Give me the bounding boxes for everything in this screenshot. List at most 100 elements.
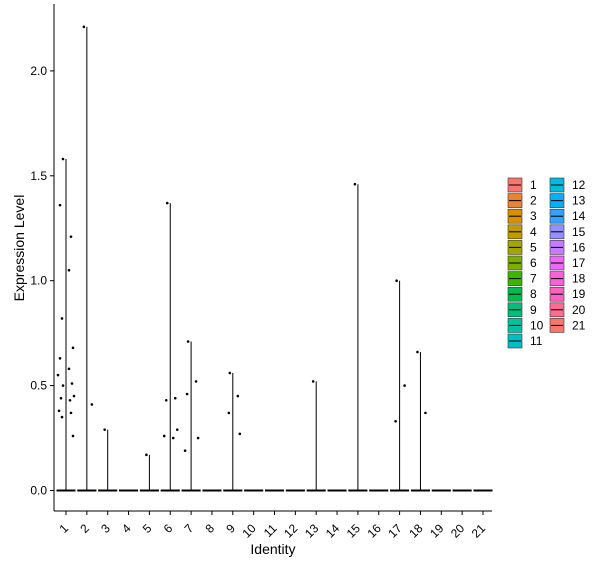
data-point bbox=[164, 398, 168, 402]
violin-3 bbox=[98, 429, 118, 492]
violin-16 bbox=[369, 489, 389, 492]
legend-item-17: 17 bbox=[549, 255, 586, 271]
data-point bbox=[236, 394, 240, 398]
legend-label: 9 bbox=[530, 303, 537, 317]
violin-21 bbox=[473, 489, 493, 492]
legend-label: 7 bbox=[530, 272, 537, 286]
data-point bbox=[71, 346, 75, 350]
data-point bbox=[70, 382, 74, 385]
legend-label: 11 bbox=[530, 334, 543, 348]
violin-8 bbox=[202, 489, 222, 492]
x-tick-label: 4 bbox=[119, 521, 134, 536]
legend-label: 12 bbox=[572, 178, 586, 192]
legend-label: 10 bbox=[530, 318, 544, 332]
legend-label: 17 bbox=[572, 256, 586, 270]
legend-label: 3 bbox=[530, 209, 537, 223]
data-point bbox=[67, 367, 71, 371]
data-point bbox=[196, 436, 200, 440]
legend-item-4: 4 bbox=[507, 224, 537, 240]
violin-17 bbox=[390, 280, 410, 492]
x-tick-label: 20 bbox=[448, 521, 468, 541]
x-tick-label: 7 bbox=[182, 521, 197, 536]
x-tick-label: 13 bbox=[302, 521, 322, 541]
legend-label: 6 bbox=[530, 256, 537, 270]
data-point bbox=[394, 419, 397, 423]
data-point bbox=[61, 384, 65, 387]
data-point bbox=[228, 371, 232, 375]
y-ticks: 0.0 0.5 1.0 1.5 2.0 bbox=[30, 64, 54, 498]
data-point bbox=[173, 396, 177, 400]
legend-label: 13 bbox=[572, 194, 586, 208]
legend-item-15: 15 bbox=[549, 224, 586, 240]
legend-label: 1 bbox=[530, 178, 537, 192]
data-point bbox=[67, 268, 71, 272]
data-point bbox=[311, 380, 315, 383]
legend-item-2: 2 bbox=[507, 193, 537, 208]
data-point bbox=[171, 436, 175, 440]
legend-label: 8 bbox=[530, 287, 537, 301]
x-tick-label: 9 bbox=[223, 521, 238, 536]
data-point bbox=[57, 409, 61, 413]
violin-7 bbox=[181, 341, 201, 492]
legend-item-21: 21 bbox=[549, 318, 586, 333]
legend-item-8: 8 bbox=[507, 286, 537, 302]
data-point bbox=[56, 373, 60, 377]
y-tick-label: 1.5 bbox=[30, 169, 47, 183]
legend-label: 21 bbox=[572, 318, 586, 332]
x-tick-label: 14 bbox=[323, 521, 343, 541]
x-tick-label: 10 bbox=[239, 521, 259, 541]
x-tick-label: 21 bbox=[469, 521, 489, 541]
y-tick-label: 0.0 bbox=[30, 484, 47, 498]
violins-layer bbox=[56, 26, 493, 492]
data-point bbox=[72, 394, 76, 398]
legend-item-20: 20 bbox=[549, 302, 586, 318]
x-tick-label: 18 bbox=[406, 521, 426, 541]
legend-item-6: 6 bbox=[507, 255, 537, 271]
legend-label: 19 bbox=[572, 287, 586, 301]
violin-11 bbox=[265, 489, 284, 492]
data-point bbox=[60, 415, 64, 419]
legend-label: 2 bbox=[530, 194, 537, 208]
legend-item-11: 11 bbox=[507, 333, 543, 349]
legend-item-5: 5 bbox=[507, 240, 537, 255]
legend-item-14: 14 bbox=[549, 208, 586, 224]
violin-1 bbox=[56, 159, 76, 492]
legend-label: 14 bbox=[572, 209, 586, 223]
legend-item-18: 18 bbox=[549, 271, 586, 286]
legend-item-7: 7 bbox=[507, 271, 537, 286]
legend-item-1: 1 bbox=[507, 177, 537, 193]
data-point bbox=[353, 182, 357, 186]
legend-item-16: 16 bbox=[549, 240, 586, 255]
data-point bbox=[194, 380, 198, 383]
x-tick-label: 11 bbox=[261, 521, 280, 540]
data-point bbox=[82, 25, 86, 29]
x-tick-label: 19 bbox=[427, 521, 447, 541]
violin-5 bbox=[139, 454, 159, 492]
x-axis-title: Identity bbox=[250, 541, 295, 557]
data-point bbox=[183, 449, 187, 452]
y-axis-title: Expression Level bbox=[11, 195, 27, 302]
violin-6 bbox=[160, 203, 180, 492]
violin-2 bbox=[77, 26, 97, 492]
data-point bbox=[238, 432, 242, 436]
data-point bbox=[403, 384, 406, 387]
y-tick-label: 0.5 bbox=[30, 379, 47, 393]
x-tick-label: 12 bbox=[281, 521, 301, 541]
data-point bbox=[395, 279, 398, 283]
x-tick-label: 6 bbox=[161, 521, 176, 536]
x-tick-label: 5 bbox=[140, 521, 155, 536]
data-point bbox=[227, 411, 231, 415]
data-point bbox=[58, 357, 62, 360]
legend-item-3: 3 bbox=[507, 208, 537, 224]
x-tick-label: 2 bbox=[77, 521, 92, 536]
violin-10 bbox=[244, 489, 264, 492]
x-ticks: 1 2 3 4 5 6 7 8 9 10 11 12 13 14 15 16 17 18 19 20 21 bbox=[56, 511, 488, 541]
y-tick-label: 1.0 bbox=[30, 274, 47, 288]
data-point bbox=[58, 203, 62, 207]
violin-15 bbox=[348, 184, 368, 492]
data-point bbox=[69, 411, 73, 415]
violin-4 bbox=[119, 489, 139, 492]
